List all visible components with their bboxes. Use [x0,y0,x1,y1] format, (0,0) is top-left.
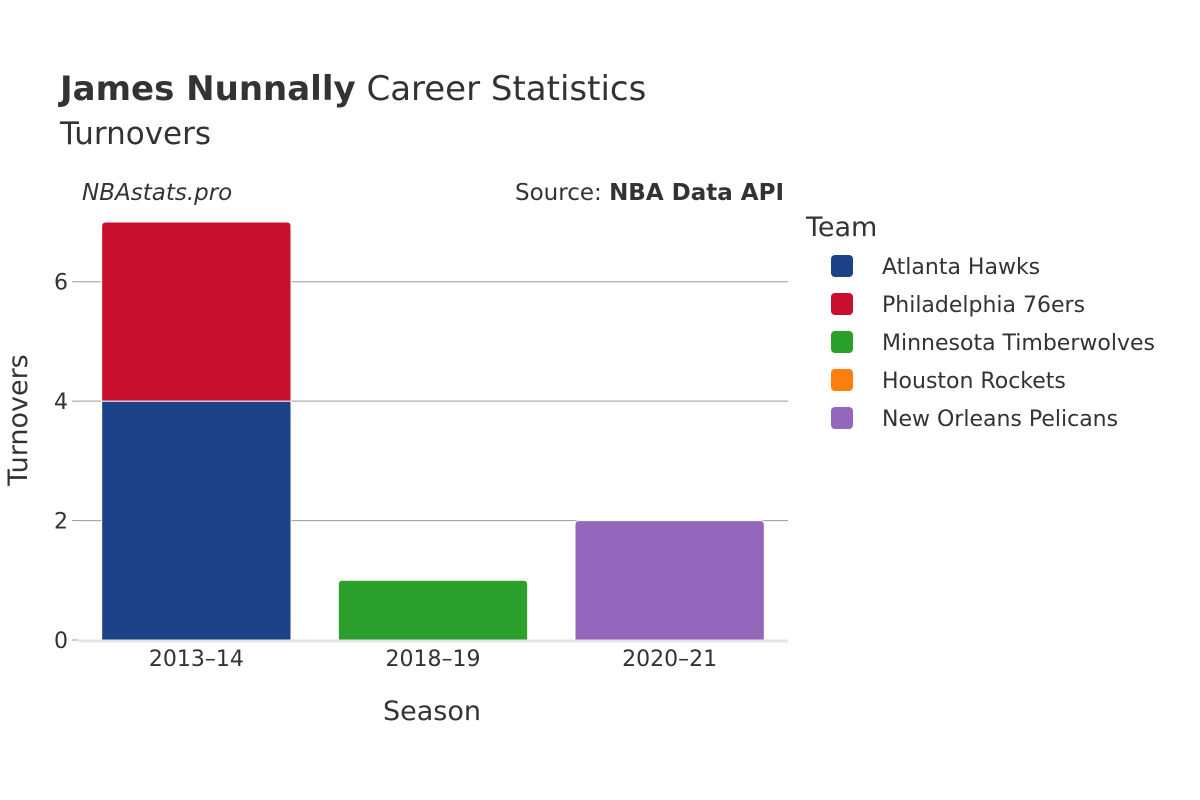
bar-minnesota-timberwolves-1 [337,579,529,641]
legend-swatch [831,255,853,277]
chart-title-rest: Career Statistics [366,69,646,109]
chart-source-prefix: Source: [515,180,609,206]
bar-atlanta-hawks-0 [101,400,292,641]
legend-swatch [831,369,853,391]
y-tick-label: 6 [54,271,68,296]
bar-philadelphia-76ers-0 [101,221,292,402]
y-axis-title: Turnovers [3,354,34,487]
chart-subtitle: Turnovers [59,116,211,152]
legend-label: Houston Rockets [882,369,1066,394]
legend-swatch [831,407,853,429]
bars [101,221,765,641]
chart-credit: NBAstats.pro [82,180,232,206]
x-axis-ticks: 2013–14 2018–19 2020–21 [149,647,717,672]
x-tick-label: 2018–19 [386,647,481,672]
x-tick-label: 2013–14 [149,647,244,672]
legend-swatch [831,293,853,315]
y-tick-label: 0 [54,629,68,654]
bar-new-orleans-pelicans-2 [574,520,765,641]
chart-source-name: NBA Data API [609,180,784,206]
legend-label: Philadelphia 76ers [882,293,1085,318]
x-axis-title: Season [383,696,481,727]
legend: Team Atlanta Hawks Philadelphia 76ers Minn… [805,212,1155,432]
chart-title-player: James Nunnally [58,69,356,109]
chart-title: James Nunnally Career Statistics [58,69,646,109]
y-tick-label: 2 [54,510,68,535]
x-tick-label: 2020–21 [622,647,717,672]
legend-label: Minnesota Timberwolves [882,331,1155,356]
legend-swatch [831,331,853,353]
y-tick-label: 4 [54,390,68,415]
chart-source: Source: NBA Data API [515,180,784,206]
legend-label: New Orleans Pelicans [882,407,1118,432]
legend-label: Atlanta Hawks [882,255,1040,280]
y-axis-ticks: 0 2 4 6 [54,271,78,654]
legend-title: Team [805,212,877,243]
